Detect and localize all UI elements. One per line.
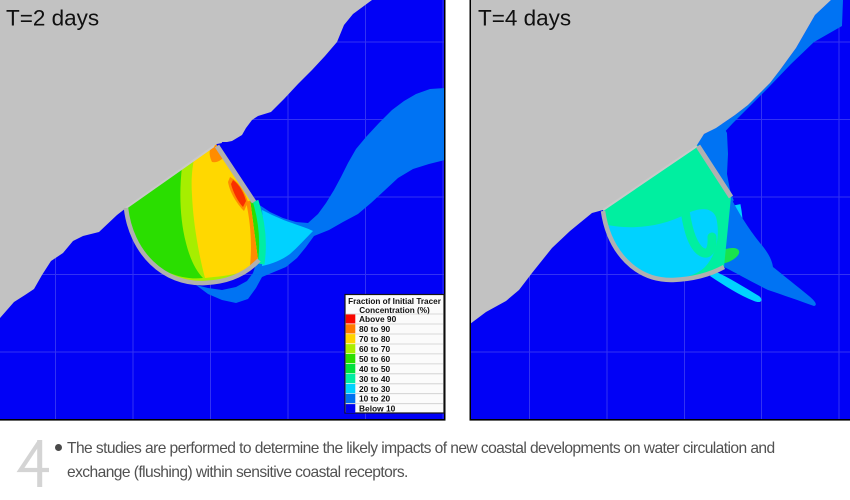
svg-text:T=2 days: T=2 days: [6, 6, 99, 31]
svg-text:30 to 40: 30 to 40: [359, 374, 391, 384]
svg-text:20 to 30: 20 to 30: [359, 384, 391, 394]
svg-text:Below 10: Below 10: [359, 404, 396, 414]
svg-text:70 to 80: 70 to 80: [359, 334, 391, 344]
svg-text:Above 90: Above 90: [359, 314, 397, 324]
svg-text:40 to 50: 40 to 50: [359, 364, 391, 374]
svg-text:Fraction of Initial Tracer: Fraction of Initial Tracer: [348, 297, 442, 306]
svg-text:60 to 70: 60 to 70: [359, 344, 391, 354]
svg-text:T=4 days: T=4 days: [478, 6, 571, 31]
svg-text:Concentration (%): Concentration (%): [359, 306, 430, 315]
svg-text:10 to 20: 10 to 20: [359, 394, 391, 404]
svg-text:80 to 90: 80 to 90: [359, 324, 391, 334]
svg-text:50 to 60: 50 to 60: [359, 354, 391, 364]
